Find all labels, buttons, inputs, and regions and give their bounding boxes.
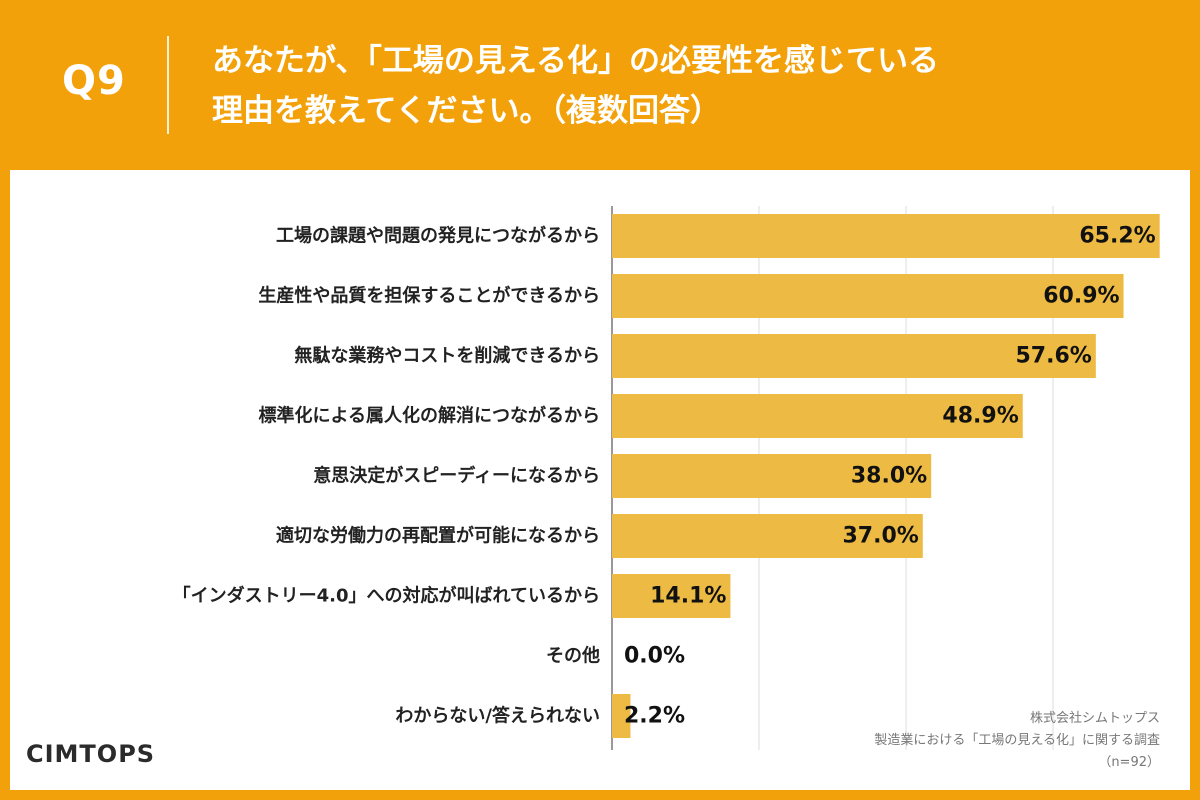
question-title: あなたが、「工場の見える化」の必要性を感じている 理由を教えてください。（複数回…: [212, 36, 1172, 136]
value-label-7: 14.1%: [650, 584, 726, 609]
category-label-6: 適切な労働力の再配置が可能になるから: [276, 525, 600, 547]
value-label-2: 60.9%: [1043, 284, 1119, 309]
category-label-4: 標準化による属人化の解消につながるから: [259, 405, 600, 427]
category-label-1: 工場の課題や問題の発見につながるから: [276, 225, 600, 247]
question-header: Q9 あなたが、「工場の見える化」の必要性を感じている 理由を教えてください。（…: [0, 0, 1200, 170]
cimtops-logo: CIMTOPS: [26, 740, 156, 768]
bar-9: [612, 694, 631, 738]
value-label-6: 37.0%: [842, 524, 918, 549]
category-label-3: 無駄な業務やコストを削減できるから: [294, 345, 600, 367]
value-label-1: 65.2%: [1079, 224, 1155, 249]
source-note: 株式会社シムトップス 製造業における「工場の見える化」に関する調査 （n=92）: [874, 708, 1160, 774]
value-label-8: 0.0%: [624, 644, 685, 669]
bar-6: [612, 514, 923, 558]
bar-2: [612, 274, 1124, 318]
category-label-7: 「インダストリー4.0」への対応が叫ばれているから: [173, 585, 600, 607]
question-number: Q9: [62, 58, 126, 104]
value-label-5: 38.0%: [851, 464, 927, 489]
value-label-3: 57.6%: [1016, 344, 1092, 369]
category-label-8: その他: [546, 645, 600, 667]
bar-7: [612, 574, 731, 618]
bar-3: [612, 334, 1096, 378]
bar-4: [612, 394, 1023, 438]
question-title-line-1: あなたが、「工場の見える化」の必要性を感じている: [212, 43, 939, 79]
bars: 工場の課題や問題の発見につながるから 65.2% 生産性や品質を担保することができる…: [173, 214, 1160, 738]
category-label-2: 生産性や品質を担保することができるから: [258, 285, 600, 307]
source-company: 株式会社シムトップス: [1029, 711, 1160, 726]
chart-panel: 工場の課題や問題の発見につながるから 65.2% 生産性や品質を担保することができる…: [10, 170, 1190, 790]
header-divider: [167, 36, 169, 134]
question-title-line-2: 理由を教えてください。（複数回答）: [212, 93, 722, 129]
bar-5: [612, 454, 932, 498]
bar-1: [612, 214, 1160, 258]
category-label-5: 意思決定がスピーディーになるから: [313, 465, 600, 487]
sample-size: （n=92）: [1098, 755, 1160, 770]
category-label-9: わからない/答えられない: [395, 705, 600, 727]
value-label-9: 2.2%: [624, 704, 685, 729]
bar-chart: 工場の課題や問題の発見につながるから 65.2% 生産性や品質を担保することができる…: [173, 206, 1160, 750]
source-survey: 製造業における「工場の見える化」に関する調査: [874, 733, 1160, 748]
value-label-4: 48.9%: [942, 404, 1018, 429]
